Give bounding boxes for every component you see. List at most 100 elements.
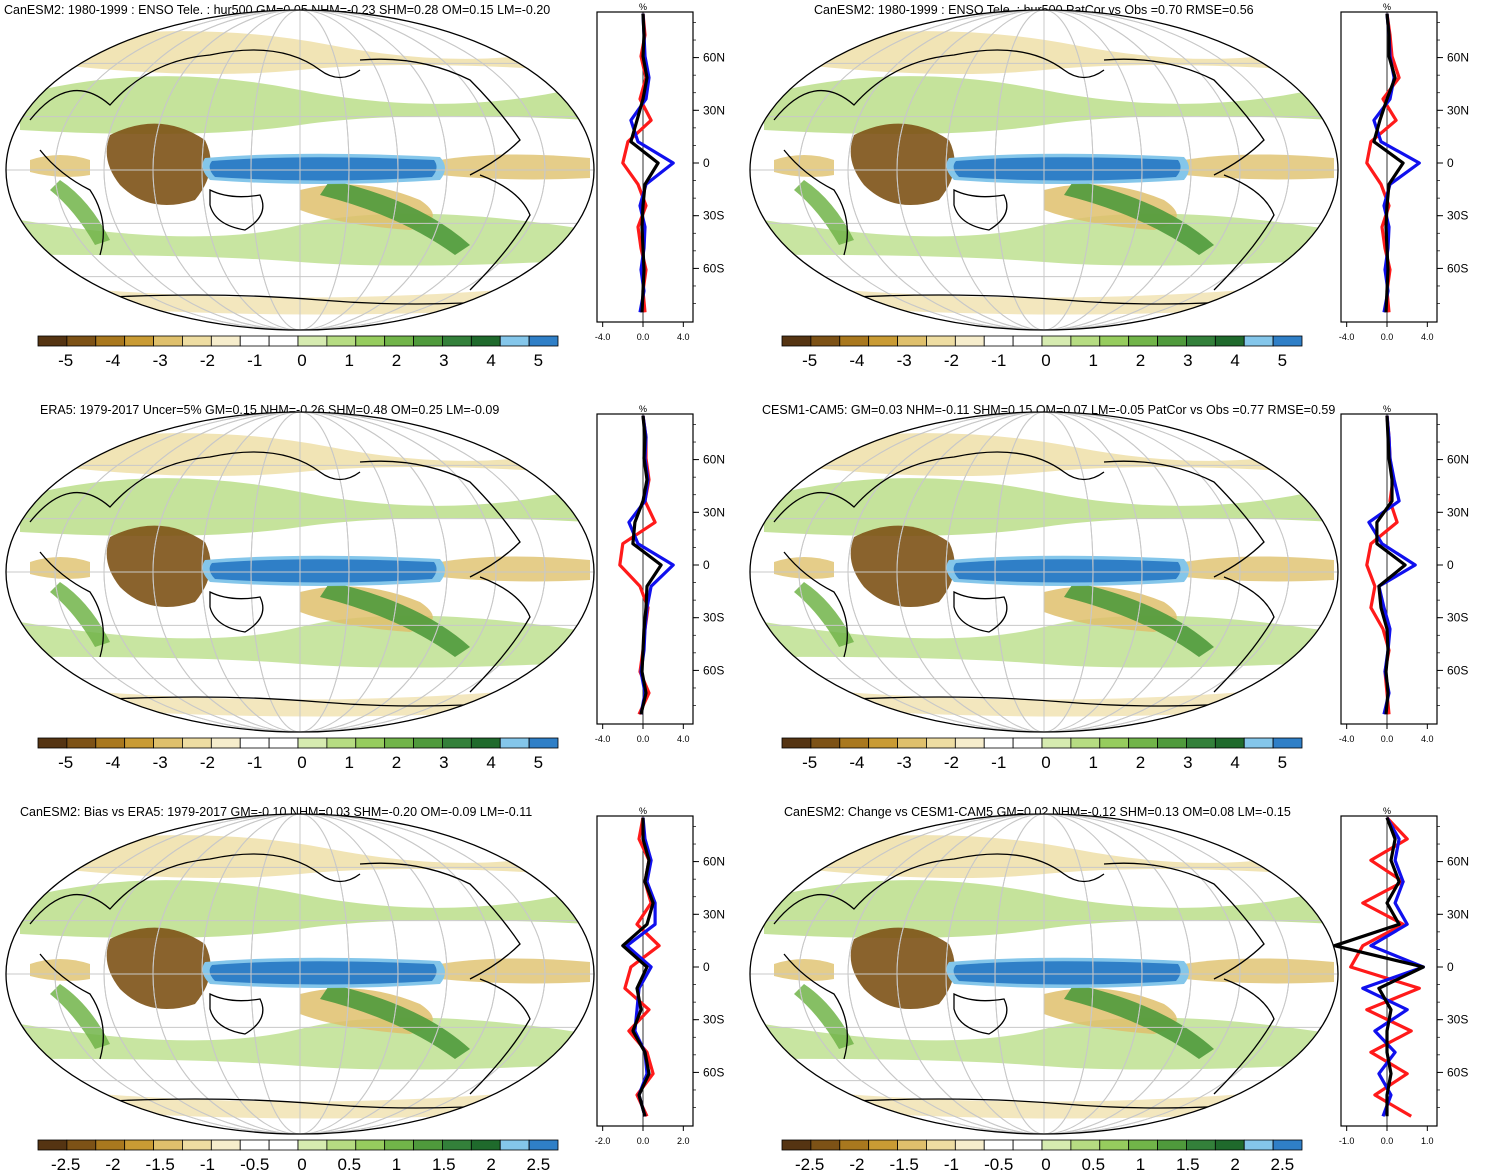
colorbar-tick-label: -1	[200, 1155, 215, 1174]
colorbar-tick-label: 2	[486, 1155, 495, 1174]
colorbar: -5 -4 -3 -2 -1 0 1 2 3 4 5	[781, 737, 1303, 772]
zonal-curve-red	[1365, 415, 1399, 715]
graticule	[750, 412, 1338, 732]
colorbar-box	[95, 335, 126, 347]
wet-arm-south	[320, 180, 470, 255]
dry-anomaly-africa	[774, 155, 834, 177]
colorbar: -5 -4 -3 -2 -1 0 1 2 3 4 5	[781, 335, 1303, 370]
lat-tick-label: 30S	[703, 1013, 724, 1027]
colorbar-box	[95, 1139, 126, 1151]
zonal-x-tick-label: 4.0	[1421, 332, 1434, 342]
dry-anomaly-atlantic	[1184, 958, 1334, 984]
panel-graphic: -5 -4 -3 -2 -1 0 1 2 3 4 5% -4.0 0.0 4.0 60N 30N 0 30S 60S	[5, 2, 725, 370]
colorbar-tick-label: -4	[105, 351, 120, 370]
colorbar-tick-label: -3	[153, 351, 168, 370]
map-border	[5, 813, 595, 1135]
map	[6, 10, 594, 330]
colorbar-tick-label: 0	[1041, 1155, 1050, 1174]
colorbar: -2.5 -2 -1.5 -1 -0.5 0 0.5 1 1.5 2 2.5	[781, 1139, 1303, 1174]
colorbar-tick-label: 5	[1278, 753, 1287, 772]
sh-green-band	[20, 615, 590, 668]
colorbar-tick-label: -4	[849, 753, 864, 772]
map	[6, 814, 594, 1134]
meridian-line	[798, 412, 1290, 732]
zonal-frame	[1340, 815, 1438, 1127]
colorbar-tick-label: -1	[247, 351, 262, 370]
colorbar-box	[37, 335, 68, 347]
lat-tick-label: 30S	[703, 209, 724, 223]
lat-tick-label: 30N	[1447, 907, 1469, 921]
coastline-south-america	[469, 174, 531, 291]
colorbar-tick-label: -5	[58, 753, 73, 772]
lat-tick-label: 0	[703, 156, 710, 170]
colorbar-tick-label: -4	[105, 753, 120, 772]
colorbar-tick-label: -1	[944, 1155, 959, 1174]
meridian-line	[896, 412, 1192, 732]
colorbar-tick-label: 4	[486, 753, 495, 772]
map-border	[5, 411, 595, 733]
meridian-line	[945, 814, 1143, 1134]
coastline-north-america	[1103, 460, 1265, 578]
panel-graphic: -2.5 -2 -1.5 -1 -0.5 0 0.5 1 1.5 2 2.5% -1.0 0.0 1.0 6…	[749, 806, 1469, 1174]
coastline-eurasia	[773, 853, 1105, 925]
colorbar-tick-label: 2	[392, 351, 401, 370]
zonal-mean-plot: % -1.0 0.0 1.0 60N 30N 0 30S 60S	[1333, 806, 1469, 1146]
zonal-x-tick-label: 0.0	[1381, 332, 1394, 342]
colorbar-box	[1186, 335, 1216, 347]
dry-anomaly-west	[850, 927, 955, 1009]
colorbar-box	[210, 335, 241, 347]
coastline-eurasia	[29, 451, 361, 523]
map	[750, 412, 1338, 732]
colorbar-box	[210, 1139, 241, 1151]
zonal-curve-black	[621, 817, 655, 1117]
lat-tick-label: 0	[1447, 960, 1454, 974]
colorbar: -2.5 -2 -1.5 -1 -0.5 0 0.5 1 1.5 2 2.5	[37, 1139, 559, 1174]
coastline-australia	[209, 188, 264, 231]
colorbar-tick-label: 1	[1089, 753, 1098, 772]
coastline-north-america	[1103, 862, 1265, 980]
colorbar-box	[470, 737, 501, 749]
meridian-line	[103, 412, 497, 732]
meridian-line	[54, 814, 546, 1134]
panel-body: -2.5 -2 -1.5 -1 -0.5 0 0.5 1 1.5 2 2.5% -1.0 0.0 1.0 6…	[749, 806, 1469, 1174]
lat-tick-label: 30N	[703, 103, 725, 117]
colorbar-box	[355, 1139, 386, 1151]
dry-anomaly-west	[106, 525, 211, 607]
meridian-line	[994, 10, 1094, 330]
wet-arm-south	[320, 984, 470, 1059]
zonal-unit-label: %	[1383, 2, 1391, 12]
panel-title: CESM1-CAM5: GM=0.03 NHM=-0.11 SHM=0.15 O…	[762, 403, 1336, 417]
coastline-north-america	[1103, 58, 1265, 176]
colorbar-tick-label: 0	[297, 351, 306, 370]
colorbar-box	[1128, 1139, 1158, 1151]
lat-tick-label: 0	[703, 960, 710, 974]
coastline-eurasia	[29, 853, 361, 925]
zonal-x-tick-label: 0.0	[637, 734, 650, 744]
lat-tick-label: 30N	[703, 505, 725, 519]
colorbar-box	[1041, 335, 1072, 347]
colorbar-box	[66, 335, 97, 347]
colorbar-tick-label: -1.5	[146, 1155, 175, 1174]
colorbar-box	[781, 737, 812, 749]
zonal-x-tick-label: 4.0	[677, 332, 690, 342]
colorbar-tick-label: -1.5	[890, 1155, 919, 1174]
meridian-line	[945, 412, 1143, 732]
colorbar-box	[326, 335, 357, 347]
colorbar-box	[781, 335, 812, 347]
colorbar-box	[897, 737, 927, 749]
colorbar-box	[1157, 335, 1187, 347]
dry-anomaly-africa	[774, 959, 834, 981]
zonal-x-tick-label: -4.0	[595, 332, 611, 342]
colorbar: -5 -4 -3 -2 -1 0 1 2 3 4 5	[37, 335, 559, 370]
colorbar-box	[1186, 1139, 1216, 1151]
wet-arm-africa	[794, 984, 854, 1049]
dry-anomaly-atlantic	[440, 958, 590, 984]
panel-body: -5 -4 -3 -2 -1 0 1 2 3 4 5% -4.0 0.0 4.0 60N 30N 0 30S 60S	[5, 2, 725, 370]
colorbar-box	[1214, 1139, 1245, 1151]
meridian-line	[896, 10, 1192, 330]
colorbar-tick-label: 0	[297, 1155, 306, 1174]
colorbar-box	[182, 1139, 212, 1151]
colorbar-box	[810, 335, 841, 347]
zonal-curve-blue	[627, 415, 675, 715]
meridian-line	[152, 412, 448, 732]
